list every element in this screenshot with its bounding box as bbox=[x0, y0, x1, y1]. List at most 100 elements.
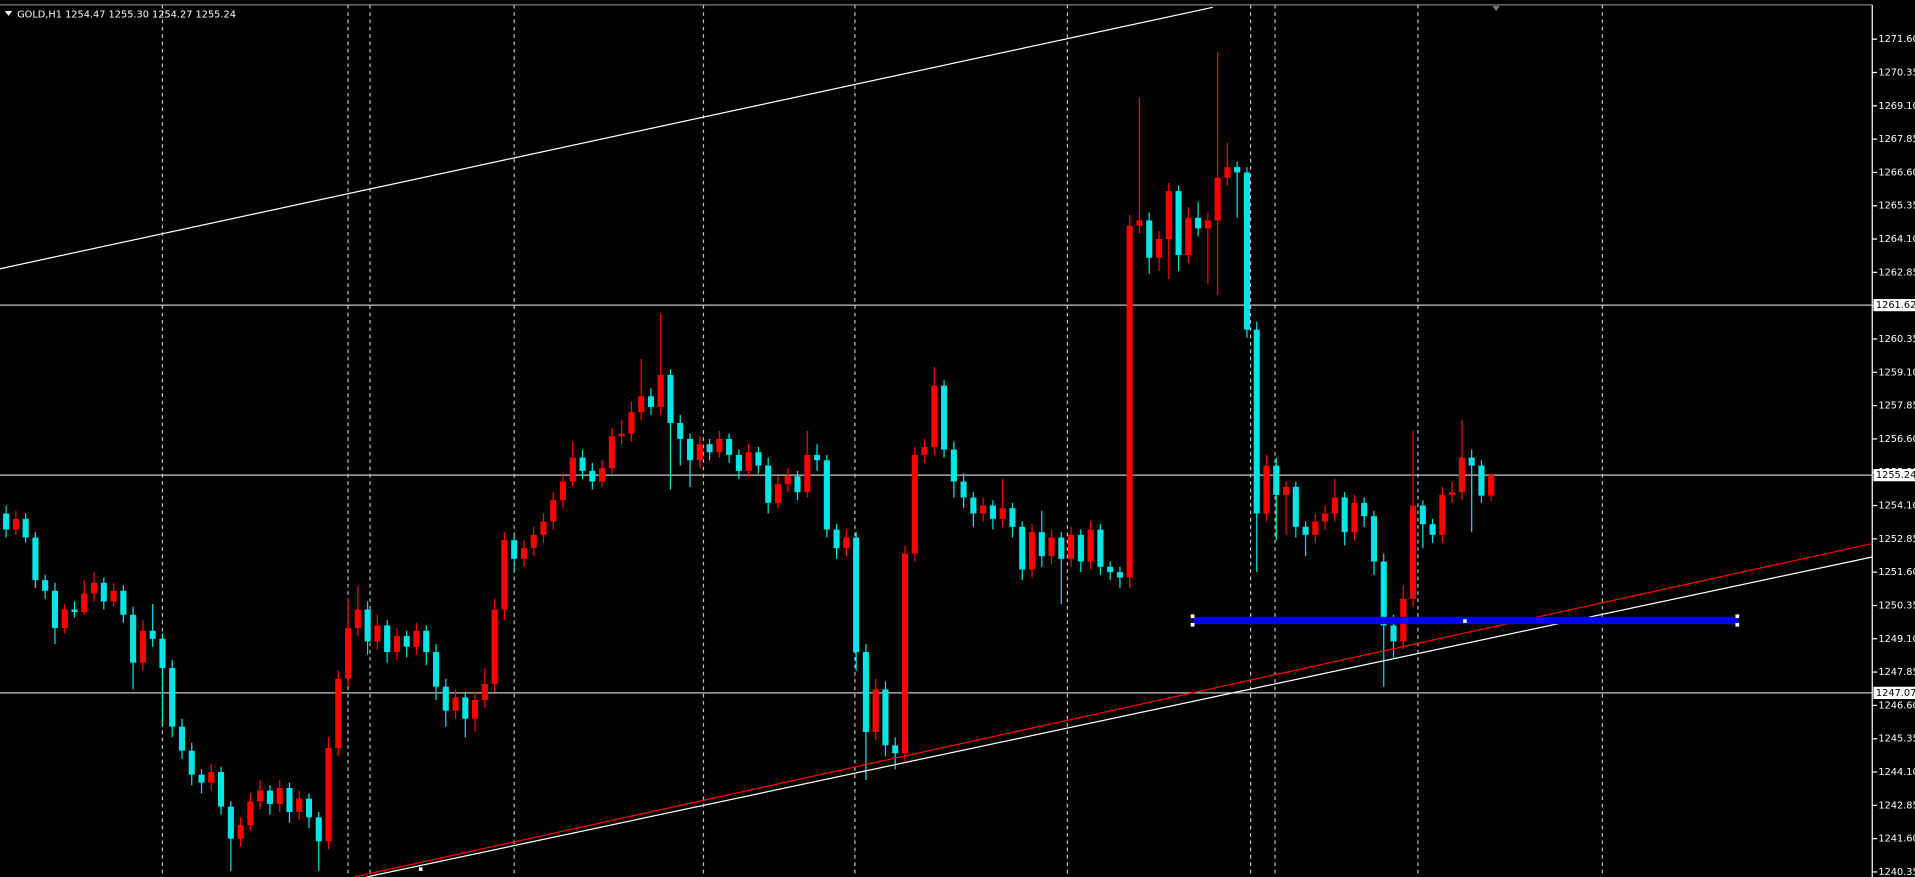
candle-body bbox=[989, 505, 996, 519]
candle-body bbox=[393, 636, 400, 653]
candle-body bbox=[1155, 239, 1163, 258]
candle-body bbox=[32, 537, 39, 581]
candle-body bbox=[276, 787, 283, 804]
y-tick-label: 1251.60 bbox=[1878, 567, 1915, 578]
candle-body bbox=[1038, 532, 1045, 557]
candles bbox=[3, 52, 1495, 871]
candle-body bbox=[1273, 465, 1280, 495]
candle-body bbox=[813, 454, 821, 461]
y-tick-label: 1271.60 bbox=[1878, 34, 1915, 45]
candle-body bbox=[589, 470, 596, 482]
candle-body bbox=[305, 798, 313, 818]
candle-body bbox=[1087, 529, 1094, 562]
y-tick-label: 1249.10 bbox=[1878, 634, 1915, 645]
candle-body bbox=[1077, 534, 1084, 562]
y-tick-label: 1262.85 bbox=[1878, 267, 1915, 278]
candle-body bbox=[1224, 167, 1231, 178]
candle-body bbox=[657, 374, 664, 407]
candle-body bbox=[100, 582, 107, 602]
levels bbox=[0, 304, 1873, 694]
candle-body bbox=[42, 580, 49, 591]
handle bbox=[1190, 614, 1195, 619]
candle-body bbox=[921, 446, 928, 455]
y-tick-label: 1257.85 bbox=[1878, 401, 1915, 412]
candle-body bbox=[1439, 494, 1446, 535]
candle-body bbox=[472, 700, 479, 719]
candle-body bbox=[1449, 492, 1456, 495]
candle-body bbox=[559, 481, 567, 501]
handle bbox=[1735, 622, 1740, 627]
candle-body bbox=[823, 460, 830, 530]
candle-body bbox=[706, 444, 713, 453]
candle-body bbox=[1341, 497, 1348, 533]
candle-body bbox=[735, 454, 742, 471]
candle-body bbox=[1292, 486, 1299, 527]
handle bbox=[1190, 622, 1195, 627]
candle-body bbox=[120, 590, 127, 615]
candle-body bbox=[1126, 225, 1133, 578]
candle-body bbox=[374, 625, 381, 642]
candle-body bbox=[315, 817, 322, 842]
candle-body bbox=[286, 787, 293, 812]
y-tick-label: 1265.35 bbox=[1878, 201, 1915, 212]
candle-body bbox=[520, 548, 527, 559]
price-axis: 1271.60 1270.35 1269.10 1267.85 1266.60 1265.… bbox=[1872, 34, 1915, 877]
candle-body bbox=[1370, 516, 1378, 562]
candle-body bbox=[364, 609, 371, 642]
candle-body bbox=[999, 508, 1006, 519]
candle-body bbox=[794, 476, 801, 493]
y-tick-label: 1242.85 bbox=[1878, 800, 1915, 811]
candle-body bbox=[1068, 534, 1075, 559]
candle-body bbox=[511, 540, 518, 559]
candle-body bbox=[550, 500, 557, 522]
candle-body bbox=[22, 518, 29, 538]
y-tick-label: 1270.35 bbox=[1878, 67, 1915, 78]
candle-body bbox=[931, 385, 938, 447]
candle-body bbox=[1146, 220, 1153, 258]
candle-body bbox=[950, 449, 957, 482]
candle-body bbox=[61, 609, 68, 629]
candle-body bbox=[569, 457, 576, 482]
candle-body bbox=[1253, 329, 1260, 514]
y-tick-label: 1241.60 bbox=[1878, 834, 1915, 845]
candle-body bbox=[208, 772, 215, 783]
candle-body bbox=[1058, 537, 1065, 559]
candle-body bbox=[784, 476, 791, 485]
candle-body bbox=[745, 452, 752, 471]
y-tick-label: 1259.10 bbox=[1878, 367, 1915, 378]
level-label: 1247.07 bbox=[1876, 688, 1915, 699]
candle-body bbox=[227, 806, 234, 839]
candle-body bbox=[853, 537, 860, 653]
candle-body bbox=[1195, 217, 1202, 229]
y-tick-label: 1240.35 bbox=[1878, 867, 1915, 877]
candle-body bbox=[110, 590, 117, 602]
candle-body bbox=[139, 630, 146, 663]
candle-body bbox=[218, 772, 225, 807]
candle-body bbox=[1185, 217, 1192, 256]
candle-body bbox=[1312, 521, 1319, 535]
candle-body bbox=[1107, 566, 1114, 573]
candle-body bbox=[345, 628, 352, 679]
y-tick-label: 1266.60 bbox=[1878, 167, 1915, 178]
candle-body bbox=[1488, 475, 1495, 496]
y-tick-label: 1250.35 bbox=[1878, 600, 1915, 611]
shift-marker bbox=[1492, 6, 1500, 11]
candle-body bbox=[638, 396, 645, 413]
candle-body bbox=[12, 518, 19, 530]
candle-body bbox=[1380, 561, 1387, 626]
trend-line bbox=[0, 6, 1213, 270]
candle-body bbox=[901, 553, 909, 754]
candle-body bbox=[1322, 513, 1329, 522]
candle-body bbox=[71, 609, 78, 613]
candle-body bbox=[257, 790, 264, 802]
candle-body bbox=[1419, 505, 1426, 525]
candle-body bbox=[266, 790, 273, 804]
candle-body bbox=[960, 481, 967, 498]
candle-body bbox=[384, 625, 391, 653]
candle-body bbox=[442, 686, 449, 711]
candle-body bbox=[862, 652, 869, 733]
candle-body bbox=[647, 396, 655, 407]
candle-body bbox=[296, 798, 303, 812]
candle-body bbox=[149, 630, 156, 639]
